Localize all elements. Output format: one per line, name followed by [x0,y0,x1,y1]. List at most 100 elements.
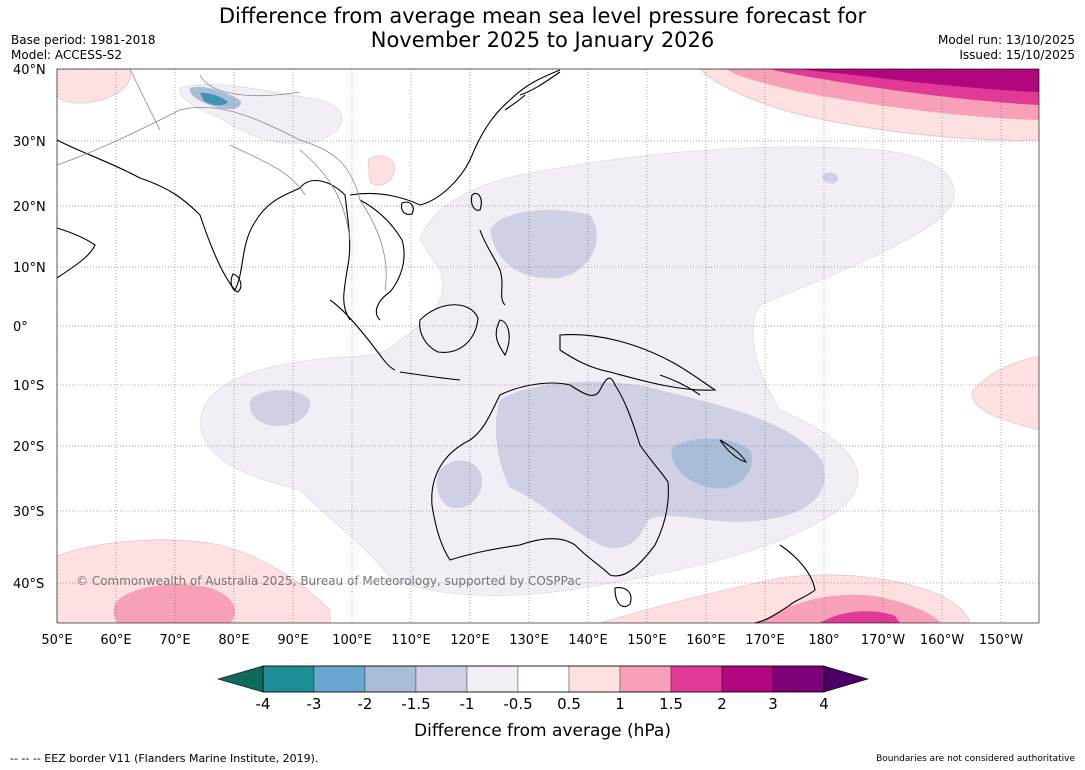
model-name: Model: ACCESS-S2 [11,48,123,62]
gridlines [56,68,1039,623]
ne-dot-anomaly [822,172,838,184]
se-anomaly-1.5 [820,611,900,623]
colorbar-tick-label: 0.5 [557,695,581,713]
lon-label: 130°E [509,633,549,648]
meta-right: Model run: 13/10/2025 Issued: 15/10/2025 [938,33,1075,63]
lon-label: 170°E [745,633,785,648]
colorbar-swatch [721,665,774,693]
lat-label: 40°S [13,577,44,592]
colorbar-swatch [313,665,366,693]
colorbar-tick-label: 2 [717,695,727,713]
sumatra [329,299,396,371]
arabia-coast [56,227,96,279]
colorbar-swatch [415,665,468,693]
new-guinea [559,334,717,391]
coastlines [56,69,816,624]
lat-label: 20°S [13,440,44,455]
longitude-labels: 50°E 60°E 70°E 80°E 90°E 100°E 110°E 120°E 130°E… [41,633,1023,648]
copyright-text: © Commonwealth of Australia 2025, Bureau… [76,574,581,588]
lon-label: 90°E [277,633,308,648]
colorbar-tick-label: -2 [358,695,373,713]
colorbar-title: Difference from average (hPa) [414,721,671,741]
colorbar-swatch [466,665,519,693]
southchina-anomaly [367,155,396,186]
borneo [419,304,479,353]
lon-label: 80°E [218,633,249,648]
colorbar-tick-label: -1 [460,695,475,713]
lon-label: 180° [808,633,839,648]
colorbar-tick-label: -4 [256,695,271,713]
china-coast [349,69,561,206]
new-zealand [754,544,816,624]
australia [431,377,669,577]
lon-label: 170°W [861,633,905,648]
philippines [479,229,506,306]
lat-label: 30°S [13,505,44,520]
lat-label: 20°N [13,200,46,215]
colorbar-tick-label: -1.5 [401,695,430,713]
india-coast [56,139,351,321]
colorbar-tick-label: 1.5 [659,695,683,713]
lon-label: 160°E [686,633,726,648]
colorbar-tick-label: 4 [819,695,829,713]
lon-label: 120°E [450,633,490,648]
colorbar-tick-label: -0.5 [503,695,532,713]
border-3 [299,149,387,291]
solomons [659,374,701,396]
sulawesi [495,319,510,357]
lat-label: 10°N [13,261,46,276]
map-frame [56,68,1040,624]
colorbar-tick-label: -3 [307,695,322,713]
colorbar-swatch [364,665,417,693]
lon-label: 110°E [391,633,431,648]
australia-anomaly-1 [495,381,825,549]
tasmania [614,587,632,608]
io-anomaly-1 [249,389,311,427]
colorbar-swatch [670,665,723,693]
border-2 [129,68,301,131]
boundary-disclaimer: Boundaries are not considered authoritat… [876,754,1075,764]
base-period: Base period: 1981-2018 [11,33,156,47]
colorbar: -4 -3 -2 -1.5 -1 -0.5 0.5 1 1.5 2 3 4 [216,665,870,713]
meta-left: Base period: 1981-2018 Model: ACCESS-S2 [11,33,156,63]
lon-label: 150°W [979,633,1023,648]
himalaya-anomaly-neg2 [200,92,228,106]
se-pacific-anomaly [971,355,1039,431]
sw-anomaly-1 [113,584,235,623]
colorbar-tick-label: 3 [768,695,778,713]
lon-label: 160°W [920,633,964,648]
ne-southwest-anomaly [57,69,132,104]
srilanka [230,273,242,293]
new-caledonia [719,439,748,463]
colorbar-arrow-min [216,665,264,693]
colorbar-swatch [772,665,825,693]
map-title: Difference from average mean sea level p… [0,4,1085,52]
coral-anomaly-1.5 [671,438,752,489]
issued-date: Issued: 15/10/2025 [959,48,1075,62]
colorbar-swatch [262,665,315,693]
se-anomaly-1 [760,594,940,623]
colorbar-tick-label: 1 [615,695,625,713]
lat-label: 30°N [13,135,46,150]
anomaly-field [57,69,1039,623]
lon-label: 50°E [41,633,72,648]
eez-note: -- -- -- EEZ border V11 (Flanders Marine… [10,752,319,765]
colorbar-swatch [517,665,570,693]
lon-label: 70°E [159,633,190,648]
colorbar-border [262,665,825,693]
lon-label: 100°E [332,633,372,648]
lon-label: 150°E [627,633,667,648]
lat-label: 10°S [13,379,44,394]
title-line-1: Difference from average mean sea level p… [218,4,867,28]
taiwan [470,192,482,211]
hainan [400,201,414,215]
model-run: Model run: 13/10/2025 [937,33,1075,47]
latitude-labels: 40°N 30°N 20°N 10°N 0° 10°S 20°S 30°S 40°S [13,63,46,592]
border-4 [229,144,306,196]
lon-label: 140°E [568,633,608,648]
indochina-coast [359,199,405,321]
colorbar-swatch [568,665,621,693]
lat-label: 40°N [13,63,46,78]
lon-label: 60°E [100,633,131,648]
